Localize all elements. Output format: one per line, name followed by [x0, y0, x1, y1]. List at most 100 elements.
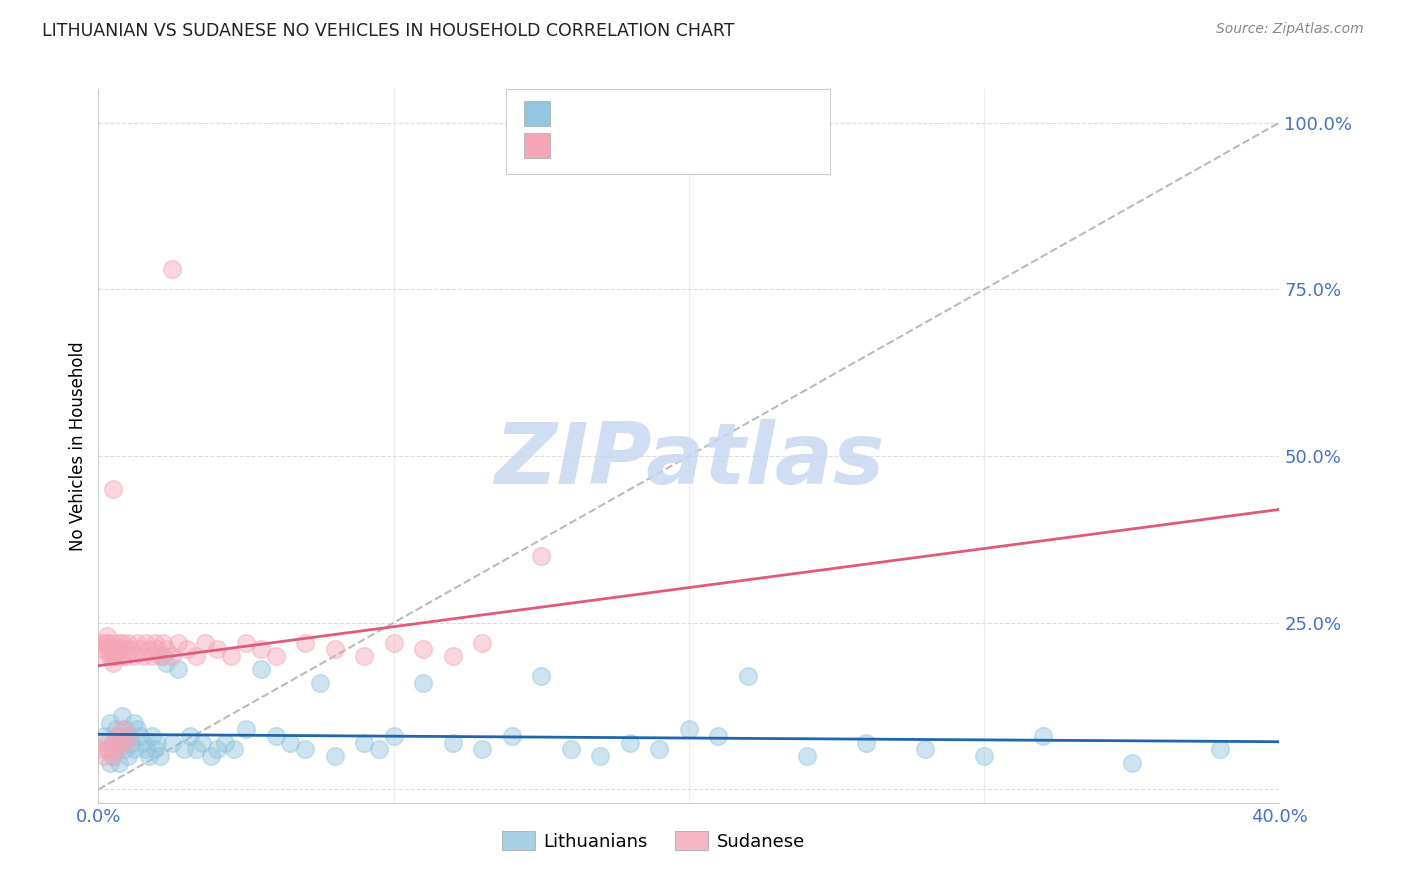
Point: [149, 749, 172, 764]
Point: [323, 642, 346, 657]
Point: [294, 742, 316, 756]
Point: [250, 642, 273, 657]
Point: [149, 649, 172, 664]
Point: [114, 742, 136, 756]
Point: [214, 736, 236, 750]
Legend: Lithuanians, Sudanese: Lithuanians, Sudanese: [495, 824, 813, 858]
Point: [619, 736, 641, 750]
Point: [530, 549, 553, 563]
Point: [914, 742, 936, 756]
Point: [98, 642, 121, 657]
Point: [117, 729, 139, 743]
Text: 0.499: 0.499: [609, 136, 665, 154]
Point: [194, 636, 217, 650]
Point: [125, 723, 148, 737]
Point: [250, 662, 273, 676]
Point: [707, 729, 730, 743]
Point: [155, 642, 177, 657]
Point: [120, 642, 142, 657]
Point: [108, 736, 131, 750]
Point: [114, 736, 136, 750]
Point: [501, 729, 523, 743]
Point: [152, 636, 174, 650]
Point: [264, 649, 287, 664]
Point: [105, 723, 128, 737]
Point: [108, 636, 131, 650]
Point: [152, 649, 174, 664]
Point: [143, 636, 166, 650]
Point: [184, 742, 207, 756]
Point: [103, 749, 125, 764]
Point: [382, 729, 405, 743]
Point: [796, 749, 818, 764]
Point: [471, 742, 494, 756]
Point: [96, 636, 118, 650]
Point: [108, 642, 131, 657]
Point: [353, 649, 375, 664]
Point: [471, 636, 494, 650]
Point: [105, 642, 128, 657]
Point: [309, 675, 332, 690]
Point: [98, 642, 121, 657]
Point: [103, 636, 125, 650]
Point: [122, 715, 145, 730]
Point: [184, 649, 207, 664]
Point: [1121, 756, 1143, 770]
Point: [111, 649, 134, 664]
Point: [264, 729, 287, 743]
Point: [173, 742, 195, 756]
Point: [441, 736, 464, 750]
Point: [122, 649, 145, 664]
Text: Source: ZipAtlas.com: Source: ZipAtlas.com: [1216, 22, 1364, 37]
Text: ZIPatlas: ZIPatlas: [494, 418, 884, 502]
Point: [146, 736, 169, 750]
Point: [368, 742, 391, 756]
Point: [412, 642, 434, 657]
Point: [103, 483, 125, 497]
Text: 63: 63: [721, 136, 747, 154]
Point: [114, 649, 136, 664]
Point: [114, 723, 136, 737]
Point: [120, 736, 142, 750]
Point: [179, 729, 201, 743]
Point: [382, 636, 405, 650]
Point: [132, 736, 155, 750]
Point: [589, 749, 612, 764]
Point: [135, 742, 157, 756]
Point: [98, 715, 121, 730]
Point: [235, 636, 257, 650]
Point: [530, 669, 553, 683]
Point: [221, 649, 243, 664]
Point: [138, 749, 160, 764]
Point: [108, 756, 131, 770]
Text: LITHUANIAN VS SUDANESE NO VEHICLES IN HOUSEHOLD CORRELATION CHART: LITHUANIAN VS SUDANESE NO VEHICLES IN HO…: [42, 22, 735, 40]
Point: [162, 262, 183, 277]
Point: [108, 729, 131, 743]
Point: [105, 742, 128, 756]
Point: [737, 669, 759, 683]
Text: R =: R =: [561, 104, 600, 122]
Point: [98, 756, 121, 770]
Point: [412, 675, 434, 690]
Point: [1209, 742, 1232, 756]
Point: [143, 742, 166, 756]
Point: [125, 636, 148, 650]
Point: [105, 742, 128, 756]
Point: [441, 649, 464, 664]
Point: [96, 636, 118, 650]
Point: [132, 649, 155, 664]
Point: [648, 742, 671, 756]
Point: [224, 742, 246, 756]
Point: [98, 649, 121, 664]
Point: [90, 742, 112, 756]
Point: [105, 729, 128, 743]
Point: [560, 742, 582, 756]
Point: [855, 736, 877, 750]
Point: [93, 749, 115, 764]
Point: [200, 749, 222, 764]
Point: [111, 709, 134, 723]
Point: [1032, 729, 1054, 743]
Point: [191, 736, 214, 750]
Point: [353, 736, 375, 750]
Point: [135, 636, 157, 650]
